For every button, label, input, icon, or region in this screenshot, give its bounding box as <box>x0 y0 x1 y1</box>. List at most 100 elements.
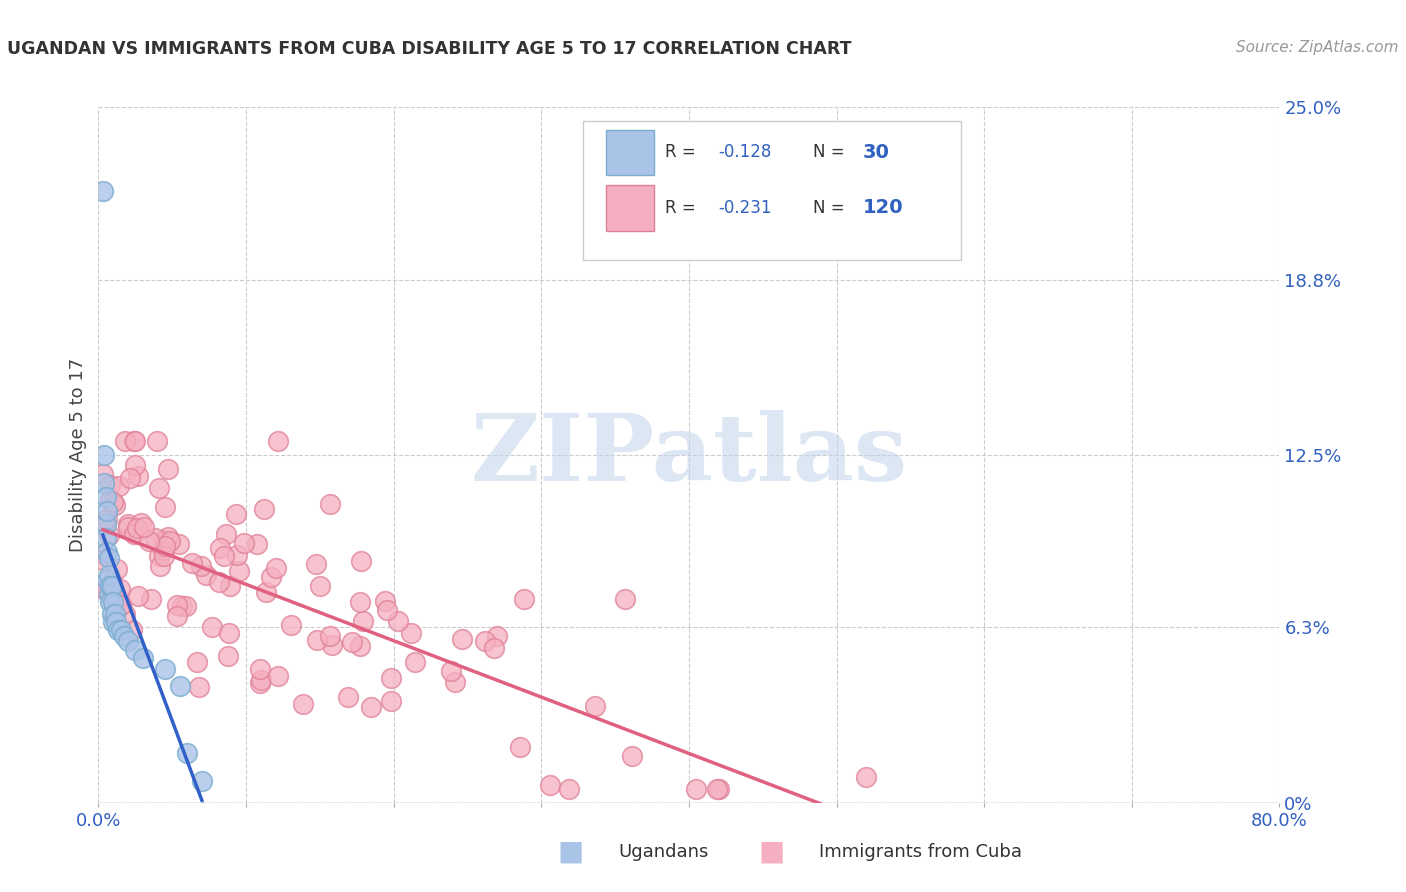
Y-axis label: Disability Age 5 to 17: Disability Age 5 to 17 <box>69 358 87 552</box>
Point <box>380 693 402 707</box>
Point <box>215 527 238 541</box>
Point <box>96 573 118 587</box>
Point <box>110 624 132 638</box>
Point <box>538 778 561 792</box>
Point <box>93 448 115 462</box>
Point <box>98 579 121 593</box>
Point <box>166 598 188 612</box>
Point <box>101 495 124 509</box>
Point <box>138 534 160 549</box>
Point <box>97 567 120 582</box>
Point <box>94 517 117 532</box>
Point <box>100 607 122 621</box>
Point <box>124 434 146 448</box>
Point <box>707 781 730 796</box>
Point <box>124 458 146 472</box>
Point <box>291 698 314 712</box>
Point <box>105 615 128 629</box>
Point <box>340 635 363 649</box>
Point <box>319 629 342 643</box>
Text: ■: ■ <box>758 838 785 865</box>
Point <box>103 615 125 629</box>
Point <box>509 739 531 754</box>
Text: N =: N = <box>813 144 849 161</box>
Point <box>374 594 396 608</box>
Point <box>107 624 129 638</box>
Point <box>91 553 114 567</box>
Point <box>96 545 118 559</box>
Point <box>148 549 170 563</box>
Text: UGANDAN VS IMMIGRANTS FROM CUBA DISABILITY AGE 5 TO 17 CORRELATION CHART: UGANDAN VS IMMIGRANTS FROM CUBA DISABILI… <box>7 40 852 58</box>
Text: Source: ZipAtlas.com: Source: ZipAtlas.com <box>1236 40 1399 55</box>
Point <box>91 467 114 481</box>
Point <box>208 541 231 556</box>
Point <box>360 700 382 714</box>
Text: Ugandans: Ugandans <box>619 843 709 861</box>
Point <box>125 521 148 535</box>
Point <box>167 536 190 550</box>
Point <box>124 527 146 541</box>
Text: ■: ■ <box>558 838 583 865</box>
Point <box>685 781 707 796</box>
Point <box>118 471 141 485</box>
Point <box>246 536 269 550</box>
FancyBboxPatch shape <box>606 129 654 175</box>
Point <box>308 579 330 593</box>
Point <box>583 698 606 713</box>
Point <box>404 656 426 670</box>
Point <box>105 562 128 576</box>
Text: ZIPatlas: ZIPatlas <box>471 410 907 500</box>
Point <box>443 675 465 690</box>
Point <box>93 513 115 527</box>
Point <box>233 536 256 550</box>
Point <box>219 579 242 593</box>
Point <box>250 673 273 688</box>
Point <box>148 481 170 495</box>
Point <box>110 599 132 613</box>
Point <box>152 542 174 557</box>
Point <box>474 634 496 648</box>
Point <box>155 539 177 553</box>
Point <box>399 626 422 640</box>
Point <box>186 655 208 669</box>
Point <box>117 634 139 648</box>
Point <box>114 434 136 448</box>
Point <box>249 675 271 690</box>
Point <box>122 434 145 448</box>
Point <box>98 492 121 507</box>
Point <box>94 532 117 546</box>
Point <box>124 642 146 657</box>
FancyBboxPatch shape <box>606 186 654 230</box>
Point <box>149 559 172 574</box>
Text: Immigrants from Cuba: Immigrants from Cuba <box>818 843 1022 861</box>
Point <box>855 771 877 785</box>
Text: -0.128: -0.128 <box>718 144 772 161</box>
Text: 30: 30 <box>862 143 890 161</box>
Point <box>110 598 132 612</box>
Point <box>110 582 132 597</box>
Point <box>319 497 342 511</box>
Point <box>132 651 155 665</box>
Point <box>134 520 156 534</box>
Point <box>380 671 402 685</box>
Point <box>127 469 149 483</box>
Point <box>114 607 136 622</box>
Text: N =: N = <box>813 199 849 217</box>
Point <box>249 662 271 676</box>
Point <box>218 626 240 640</box>
Point <box>349 595 371 609</box>
Point <box>187 680 209 694</box>
Point <box>96 582 118 597</box>
Point <box>349 554 371 568</box>
Point <box>349 640 371 654</box>
Point <box>129 516 152 530</box>
Point <box>157 530 180 544</box>
Point <box>97 587 120 601</box>
Point <box>101 575 124 590</box>
Point <box>98 528 121 542</box>
Point <box>143 532 166 546</box>
Point <box>97 550 120 565</box>
Point <box>141 592 163 607</box>
Point <box>375 603 398 617</box>
Point <box>208 574 231 589</box>
